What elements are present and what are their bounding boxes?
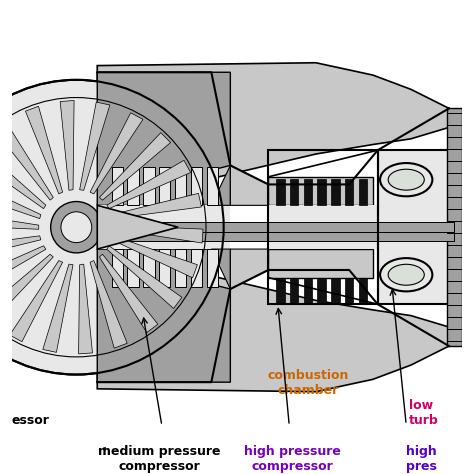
Bar xyxy=(191,167,202,205)
Polygon shape xyxy=(79,264,92,354)
Polygon shape xyxy=(97,205,178,249)
Polygon shape xyxy=(230,249,268,289)
Bar xyxy=(331,278,340,304)
Bar xyxy=(290,179,298,205)
Polygon shape xyxy=(60,100,74,190)
Polygon shape xyxy=(112,193,201,219)
Bar xyxy=(175,167,186,205)
Polygon shape xyxy=(97,249,230,382)
Polygon shape xyxy=(97,63,449,205)
Text: .: . xyxy=(102,439,107,453)
Polygon shape xyxy=(26,106,63,194)
Text: medium pressure
compressor: medium pressure compressor xyxy=(98,445,220,473)
Bar xyxy=(128,167,139,205)
Bar xyxy=(97,232,454,241)
Bar xyxy=(207,167,218,205)
Bar xyxy=(359,179,367,205)
Bar xyxy=(97,222,454,232)
Bar xyxy=(269,205,377,249)
Bar xyxy=(276,179,284,205)
Polygon shape xyxy=(112,236,197,278)
Bar xyxy=(128,249,139,287)
Polygon shape xyxy=(0,177,41,219)
Bar xyxy=(268,249,373,278)
Polygon shape xyxy=(211,165,230,205)
Polygon shape xyxy=(10,261,63,342)
Text: essor: essor xyxy=(12,413,50,427)
Bar xyxy=(111,167,123,205)
Bar xyxy=(175,249,186,287)
Text: low
turb: low turb xyxy=(409,399,439,427)
Bar xyxy=(97,205,230,249)
Bar xyxy=(207,249,218,287)
Polygon shape xyxy=(90,261,127,348)
Polygon shape xyxy=(107,160,191,209)
Bar xyxy=(290,278,298,304)
Polygon shape xyxy=(211,249,230,289)
Polygon shape xyxy=(100,133,171,200)
Polygon shape xyxy=(0,122,53,200)
Polygon shape xyxy=(0,254,53,322)
Circle shape xyxy=(0,80,224,374)
Polygon shape xyxy=(0,246,46,294)
Polygon shape xyxy=(0,211,39,229)
Ellipse shape xyxy=(388,264,424,285)
Bar xyxy=(303,278,312,304)
Polygon shape xyxy=(43,264,73,352)
Bar xyxy=(159,167,171,205)
Bar xyxy=(447,109,462,346)
Bar xyxy=(143,249,155,287)
Bar xyxy=(378,150,449,304)
Text: combustion
chamber: combustion chamber xyxy=(268,369,349,397)
Bar xyxy=(359,278,367,304)
Ellipse shape xyxy=(388,169,424,190)
Text: high pressure
compressor: high pressure compressor xyxy=(244,445,341,473)
Polygon shape xyxy=(90,113,143,194)
Bar xyxy=(159,249,171,287)
Bar xyxy=(317,278,326,304)
Polygon shape xyxy=(97,72,230,205)
Bar xyxy=(191,249,202,287)
Polygon shape xyxy=(230,165,268,205)
Ellipse shape xyxy=(380,163,432,196)
Circle shape xyxy=(51,201,102,253)
Bar xyxy=(345,278,354,304)
Polygon shape xyxy=(114,225,203,243)
Polygon shape xyxy=(0,146,46,209)
Polygon shape xyxy=(0,236,41,261)
Bar xyxy=(143,167,155,205)
Polygon shape xyxy=(100,254,158,333)
Ellipse shape xyxy=(380,258,432,292)
Bar xyxy=(317,179,326,205)
Bar xyxy=(276,278,284,304)
Text: high
pres: high pres xyxy=(406,445,437,473)
Polygon shape xyxy=(107,246,182,309)
Bar xyxy=(268,177,373,205)
Bar xyxy=(345,179,354,205)
Circle shape xyxy=(61,212,92,243)
Polygon shape xyxy=(80,102,110,190)
Bar xyxy=(268,150,378,304)
Polygon shape xyxy=(97,249,449,392)
Bar xyxy=(303,179,312,205)
Bar xyxy=(378,205,449,249)
Bar xyxy=(331,179,340,205)
Bar xyxy=(111,249,123,287)
